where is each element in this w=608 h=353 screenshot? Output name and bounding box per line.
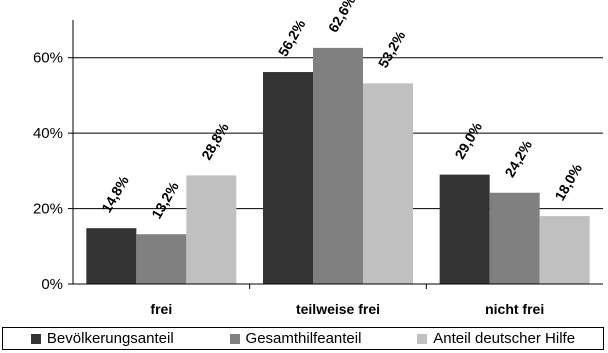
axes [68, 20, 603, 289]
bar [186, 175, 237, 284]
value-label: 56,2% [275, 16, 309, 59]
legend-label: Anteil deutscher Hilfe [433, 330, 576, 347]
bar [539, 216, 590, 284]
bars [86, 47, 590, 285]
legend-item-bevoelkerungsanteil: Bevölkerungsanteil [30, 330, 174, 347]
category-labels: frei teilweise frei nicht frei [150, 301, 544, 317]
value-label: 29,0% [451, 119, 485, 162]
legend-swatch [30, 333, 41, 344]
bar [363, 83, 413, 284]
bar [86, 228, 137, 284]
legend-swatch [229, 333, 240, 344]
bar [313, 47, 363, 285]
legend-swatch [417, 333, 428, 344]
value-label: 62,6% [325, 0, 359, 35]
value-label: 28,8% [198, 120, 232, 163]
y-tick-label: 40% [33, 125, 63, 142]
bar [263, 72, 313, 284]
y-tick-label: 20% [33, 201, 63, 218]
legend-item-anteil-deutscher-hilfe: Anteil deutscher Hilfe [417, 330, 575, 347]
category-label: frei [150, 301, 172, 317]
legend-label: Bevölkerungsanteil [46, 330, 174, 347]
legend: Bevölkerungsanteil Gesamthilfeanteil Ant… [2, 327, 604, 350]
y-tick-label: 0% [41, 276, 63, 293]
category-label: nicht frei [485, 301, 544, 317]
bar-chart: 0% 20% 40% 60% frei teilweise frei nicht frei… [33, 0, 603, 317]
category-label: teilweise frei [296, 301, 380, 317]
value-label: 24,2% [501, 137, 535, 180]
bar [489, 192, 540, 284]
value-label: 13,2% [148, 178, 182, 221]
y-tick-label: 60% [33, 50, 63, 67]
legend-label: Gesamthilfeanteil [245, 330, 362, 347]
bar [136, 234, 187, 284]
bar [439, 174, 490, 284]
value-label: 18,0% [551, 160, 585, 203]
value-label: 53,2% [375, 28, 409, 71]
legend-item-gesamthilfeanteil: Gesamthilfeanteil [229, 330, 362, 347]
y-tick-labels: 0% 20% 40% 60% [33, 50, 63, 293]
